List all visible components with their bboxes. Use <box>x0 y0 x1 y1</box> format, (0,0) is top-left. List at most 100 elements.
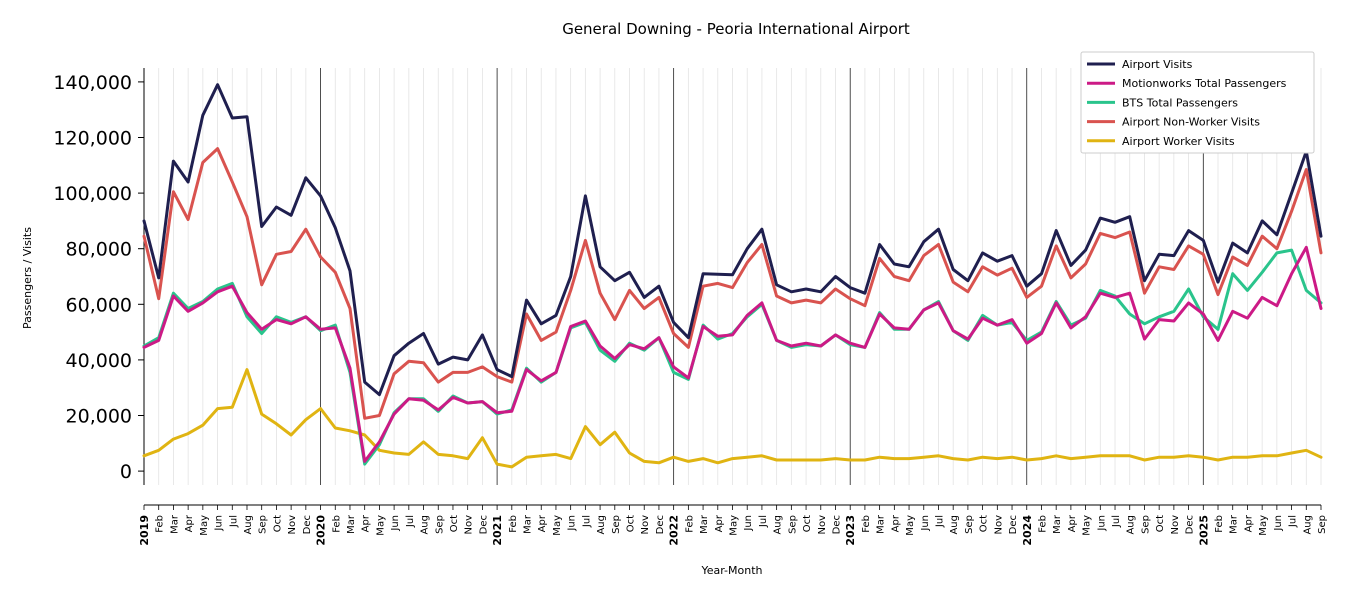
x-tick-month-label: Aug <box>420 515 431 535</box>
x-tick-month-label: Apr <box>361 514 372 532</box>
series-line-1 <box>142 245 1323 463</box>
chart-title: General Downing - Peoria International A… <box>562 20 910 38</box>
x-tick-month-label: Feb <box>861 515 872 533</box>
legend-box <box>1080 51 1315 154</box>
x-tick-month-label: Jul <box>934 515 945 528</box>
x-tick-year-label: 2024 <box>1021 515 1034 546</box>
y-axis-ticks: 0 20,000 40,000 60,000 80,000 100,000 120,000 1… <box>53 72 144 483</box>
x-tick-month-label: Apr <box>1067 514 1078 532</box>
legend-entry: Airport Worker Visits <box>1122 135 1235 148</box>
x-tick-month-label: Dec <box>831 515 842 534</box>
x-tick-month-label: Jun <box>390 515 401 532</box>
x-tick-month-label: Apr <box>184 514 195 532</box>
x-tick-month-label: Aug <box>773 515 784 535</box>
x-tick-month-label: Jun <box>214 515 225 532</box>
x-tick-month-label: May <box>552 515 563 536</box>
x-tick-month-label: Jul <box>405 515 416 528</box>
y-tick-label: 80,000 <box>66 239 132 261</box>
x-tick-month-label: Feb <box>155 515 166 533</box>
x-tick-month-label: Mar <box>1229 514 1240 534</box>
x-tick-year-label: 2025 <box>1197 515 1210 546</box>
x-tick-month-label: Mar <box>699 514 710 534</box>
x-tick-month-label: Sep <box>964 515 975 534</box>
x-tick-month-label: Oct <box>626 515 637 532</box>
x-tick-month-label: May <box>1082 515 1093 536</box>
legend: Airport Visits Motionworks Total Passenge… <box>1080 51 1315 154</box>
series-line-0 <box>142 83 1323 397</box>
x-tick-month-label: Nov <box>993 515 1004 535</box>
x-tick-month-label: Apr <box>714 514 725 532</box>
x-tick-month-label: Aug <box>243 515 254 535</box>
x-tick-month-label: Oct <box>802 515 813 532</box>
x-tick-month-label: Jun <box>743 515 754 532</box>
x-tick-month-label: May <box>729 515 740 536</box>
legend-entry: BTS Total Passengers <box>1122 96 1238 109</box>
x-tick-month-label: Mar <box>876 514 887 534</box>
x-tick-month-label: Jul <box>1111 515 1122 528</box>
x-tick-month-label: Mar <box>346 514 357 534</box>
x-axis-label: Year-Month <box>700 564 762 577</box>
x-tick-month-label: Apr <box>537 514 548 532</box>
x-tick-month-label: Sep <box>1317 515 1328 534</box>
x-tick-month-label: Dec <box>1008 515 1019 534</box>
x-tick-month-label: Mar <box>169 514 180 534</box>
x-tick-month-label: Feb <box>684 515 695 533</box>
legend-entry: Airport Non-Worker Visits <box>1122 116 1260 129</box>
x-tick-month-label: Aug <box>949 515 960 535</box>
x-tick-month-label: Sep <box>787 515 798 534</box>
y-axis-label: Passengers / Visits <box>21 227 34 329</box>
legend-entry: Motionworks Total Passengers <box>1122 77 1287 90</box>
x-tick-month-label: Apr <box>1243 514 1254 532</box>
x-tick-month-label: Oct <box>272 515 283 532</box>
x-tick-month-label: Jun <box>1096 515 1107 532</box>
x-tick-month-label: Sep <box>434 515 445 534</box>
x-tick-year-label: 2020 <box>315 515 328 546</box>
x-tick-month-label: Dec <box>478 515 489 534</box>
x-tick-month-label: Oct <box>1155 515 1166 532</box>
x-tick-month-label: Dec <box>655 515 666 534</box>
x-tick-month-label: Dec <box>302 515 313 534</box>
x-tick-month-label: Nov <box>817 515 828 535</box>
series-line-3 <box>142 147 1323 420</box>
x-tick-month-label: May <box>905 515 916 536</box>
series-line-4 <box>142 368 1323 469</box>
x-tick-month-label: May <box>1258 515 1269 536</box>
x-tick-month-label: Dec <box>1185 515 1196 534</box>
x-tick-month-label: Nov <box>640 515 651 535</box>
x-tick-month-label: Oct <box>449 515 460 532</box>
x-tick-month-label: Nov <box>1170 515 1181 535</box>
x-tick-month-label: Feb <box>331 515 342 533</box>
x-tick-month-label: Aug <box>1126 515 1137 535</box>
x-tick-month-label: Nov <box>287 515 298 535</box>
x-tick-month-label: Feb <box>1037 515 1048 533</box>
y-tick-label: 120,000 <box>53 128 132 150</box>
y-tick-label: 60,000 <box>66 294 132 316</box>
x-tick-month-label: Nov <box>464 515 475 535</box>
x-tick-year-label: 2019 <box>138 515 151 546</box>
x-tick-month-label: Jun <box>1273 515 1284 532</box>
x-tick-month-label: Jul <box>758 515 769 528</box>
y-tick-label: 140,000 <box>53 72 132 94</box>
x-tick-month-label: Mar <box>523 514 534 534</box>
x-tick-month-label: Sep <box>258 515 269 534</box>
y-tick-label: 0 <box>120 461 132 483</box>
y-tick-label: 20,000 <box>66 406 132 428</box>
x-tick-month-label: Sep <box>1140 515 1151 534</box>
x-tick-month-label: May <box>199 515 210 536</box>
x-tick-month-label: Jul <box>228 515 239 528</box>
x-tick-year-label: 2022 <box>668 515 681 546</box>
x-tick-month-label: Feb <box>1214 515 1225 533</box>
y-tick-label: 100,000 <box>53 183 132 205</box>
x-tick-month-label: Apr <box>890 514 901 532</box>
x-tick-month-label: Aug <box>1302 515 1313 535</box>
x-tick-month-label: Jul <box>581 515 592 528</box>
x-tick-month-label: Mar <box>1052 514 1063 534</box>
series-lines <box>142 83 1323 469</box>
x-tick-month-label: Aug <box>596 515 607 535</box>
x-tick-year-label: 2021 <box>491 515 504 546</box>
x-tick-month-label: Oct <box>979 515 990 532</box>
x-axis-ticks: 2019 Feb Mar Apr May Jun Jul Aug Sep Oct Nov Dec 202… <box>138 505 1328 546</box>
x-tick-year-label: 2023 <box>844 515 857 546</box>
x-tick-month-label: May <box>375 515 386 536</box>
